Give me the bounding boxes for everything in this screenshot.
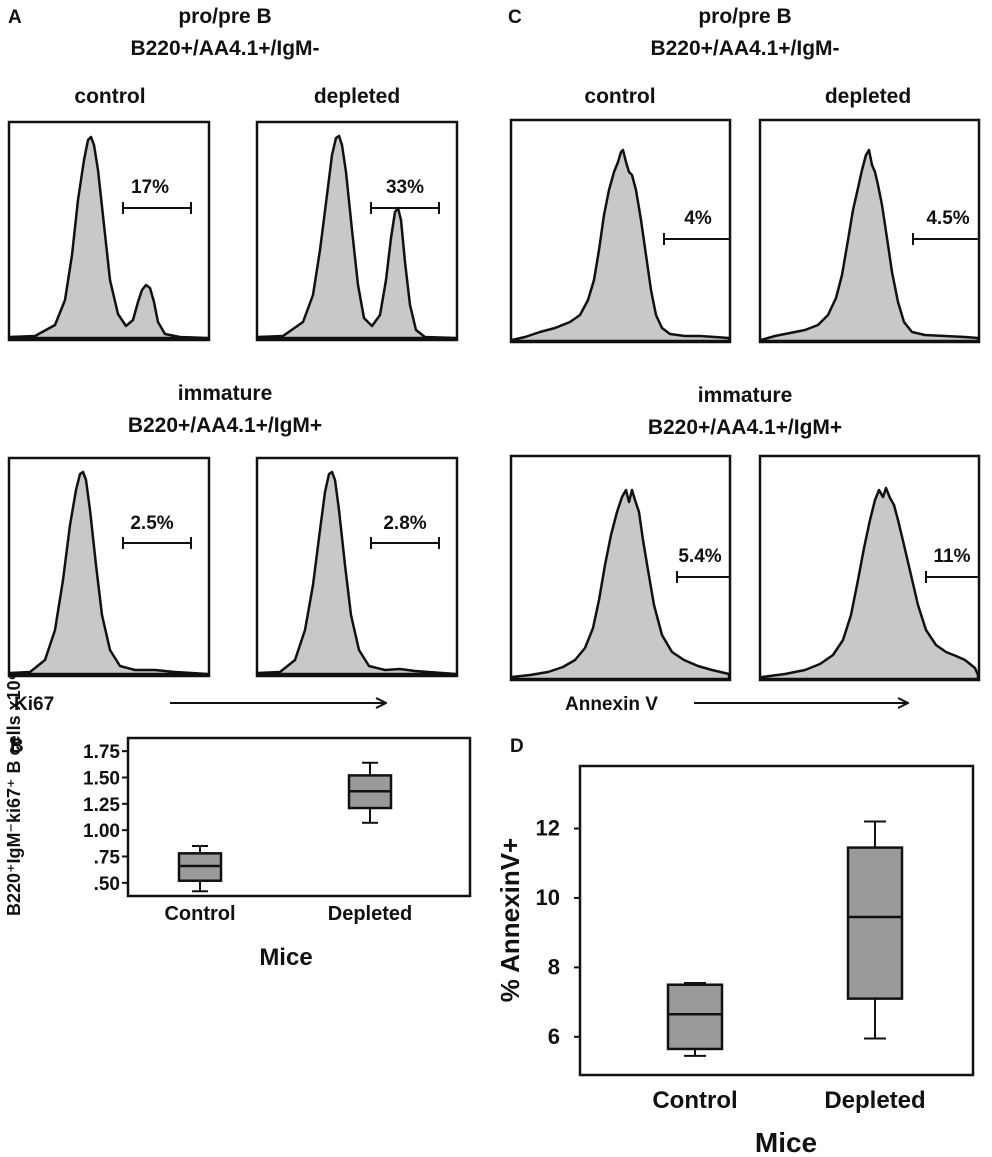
y-tick-label: 6 xyxy=(548,1024,560,1049)
y-axis: .50 .75 1.00 1.25 1.50 1.75 xyxy=(83,742,128,895)
box-depleted xyxy=(846,820,904,1040)
histogram-curve xyxy=(8,135,210,340)
y-tick-label: .50 xyxy=(94,874,120,895)
y-axis-label: B220⁺IgM⁻ki67⁺ B cells x10⁶ xyxy=(4,672,24,916)
gate-percent: 33% xyxy=(386,177,424,198)
gate-bar xyxy=(663,233,729,245)
panel-a-bottom-title-2: B220+/AA4.1+/IgM+ xyxy=(128,414,322,437)
gate-percent: 4.5% xyxy=(926,208,969,229)
histogram-curve xyxy=(760,486,980,681)
y-tick-label: 10 xyxy=(536,885,560,910)
y-tick-label: 1.50 xyxy=(83,769,120,790)
y-tick-label: 12 xyxy=(536,815,560,840)
panel-c-top-title-1: pro/pre B xyxy=(698,5,791,28)
panel-c-col-label-control: control xyxy=(584,85,655,108)
marker-label-annexin-v: Annexin V xyxy=(565,694,658,715)
x-axis: Control Depleted xyxy=(652,1087,925,1114)
histogram-a-control-bottom: 2.5% xyxy=(7,456,211,678)
y-tick-label: 1.00 xyxy=(83,821,120,842)
panel-letter-d: D xyxy=(510,736,524,757)
panel-letter-c: C xyxy=(508,7,522,28)
x-axis-label: Mice xyxy=(259,944,312,971)
y-tick-label: 1.75 xyxy=(83,742,120,763)
x-category-label: Control xyxy=(164,903,235,925)
y-tick-label: .75 xyxy=(94,848,121,869)
histogram-curve xyxy=(256,470,458,676)
histogram-curve xyxy=(510,148,731,343)
panel-a-col-label-control: control xyxy=(74,85,145,108)
y-tick-label: 8 xyxy=(548,954,560,979)
plot-frame xyxy=(126,736,472,898)
box-iqr xyxy=(666,983,724,1051)
gate-percent: 11% xyxy=(934,546,971,567)
histogram-c-depleted-bottom: 11% xyxy=(758,454,981,682)
box-control xyxy=(666,981,724,1057)
histogram-curve xyxy=(8,470,210,676)
gate-percent: 17% xyxy=(131,177,169,198)
gate-bar xyxy=(122,202,192,214)
x-category-label: Depleted xyxy=(328,903,412,925)
y-tick-label: 1.25 xyxy=(83,795,120,816)
panel-letter-a: A xyxy=(8,7,22,28)
histogram-c-control-bottom: 5.4% xyxy=(509,454,732,682)
box-control xyxy=(177,844,223,893)
boxes xyxy=(177,761,393,893)
gate-percent: 2.8% xyxy=(383,513,426,534)
gate-bar xyxy=(912,233,978,245)
panel-letter-b: B xyxy=(10,736,24,757)
boxplot-b: B .50 .75 1.00 1.25 1.50 1.75 Control Depleted… xyxy=(4,672,472,971)
histogram-c-control-top: 4% xyxy=(509,118,732,344)
histogram-curve xyxy=(256,134,458,340)
x-category-label: Control xyxy=(652,1087,737,1114)
panel-a: A pro/pre B B220+/AA4.1+/IgM- control de… xyxy=(7,5,459,715)
x-category-label: Depleted xyxy=(824,1087,925,1114)
marker-label-ki67: Ki67 xyxy=(14,694,54,715)
gate-percent: 2.5% xyxy=(130,513,173,534)
box-iqr xyxy=(846,846,904,1000)
gate-bar xyxy=(122,537,192,549)
plot-frame xyxy=(578,764,975,1077)
gate-percent: 4% xyxy=(684,208,712,229)
gate-bar xyxy=(925,571,978,583)
histogram-curve xyxy=(510,488,731,681)
histogram-curve xyxy=(759,148,980,343)
box-depleted xyxy=(347,761,393,824)
panel-a-col-label-depleted: depleted xyxy=(314,85,400,108)
histogram-a-control-top: 17% xyxy=(7,120,211,342)
panel-c-bottom-title-1: immature xyxy=(698,384,793,407)
histogram-c-depleted-top: 4.5% xyxy=(758,118,981,344)
gate-bar xyxy=(370,537,440,549)
panel-a-top-title-2: B220+/AA4.1+/IgM- xyxy=(130,37,319,60)
boxplot-d: D 6 8 10 12 Control Depleted % AnnexinV+ Mic… xyxy=(495,736,975,1157)
y-axis: 6 8 10 12 xyxy=(536,815,580,1049)
panel-a-top-title-1: pro/pre B xyxy=(178,5,271,28)
panel-c-top-title-2: B220+/AA4.1+/IgM- xyxy=(650,37,839,60)
panel-c: C pro/pre B B220+/AA4.1+/IgM- control de… xyxy=(508,5,981,715)
gate-bar xyxy=(370,202,440,214)
histogram-a-depleted-bottom: 2.8% xyxy=(255,456,459,678)
histogram-a-depleted-top: 33% xyxy=(255,120,459,342)
y-axis-label: % AnnexinV+ xyxy=(495,838,525,1002)
gate-percent: 5.4% xyxy=(678,546,721,567)
x-axis: Control Depleted xyxy=(164,903,412,925)
gate-bar xyxy=(676,571,729,583)
panel-c-bottom-title-2: B220+/AA4.1+/IgM+ xyxy=(648,416,842,439)
panel-c-col-label-depleted: depleted xyxy=(825,85,911,108)
boxes xyxy=(666,820,904,1057)
x-axis-label: Mice xyxy=(755,1127,817,1157)
panel-a-bottom-title-1: immature xyxy=(178,382,273,405)
